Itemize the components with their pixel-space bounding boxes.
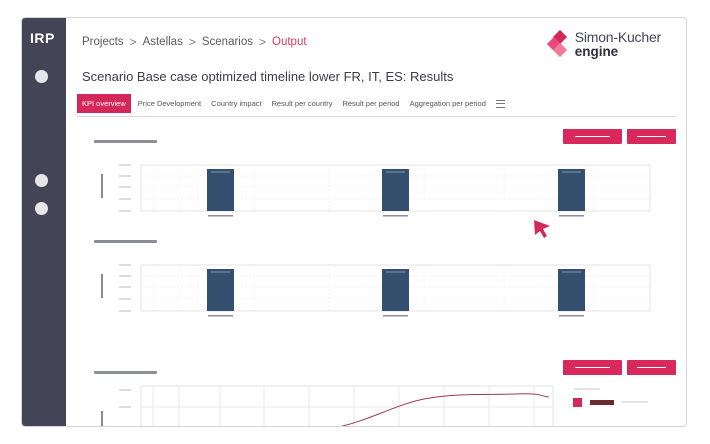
breadcrumb-output: Output [272,36,307,48]
sidebar-nav-dot-3[interactable] [35,202,48,215]
section-action-button-1[interactable] [563,360,622,375]
tab-result-per-country[interactable]: Result per country [271,99,333,108]
y-axis-placeholder [101,264,131,312]
mouse-pointer-icon [534,220,550,238]
bar-chart-middle [101,264,651,317]
chart-legend [573,388,648,407]
tab-result-per-period[interactable]: Result per period [342,99,400,108]
bar-1[interactable] [207,169,234,217]
sidebar-nav-dot-2[interactable] [35,174,48,187]
tab-bar: KPI overview Price Development Country i… [77,94,505,113]
bar-3[interactable] [558,169,585,217]
section-title-placeholder [94,140,157,143]
tab-country-impact[interactable]: Country impact [211,99,262,108]
breadcrumb-scenarios[interactable]: Scenarios [201,36,253,48]
hamburger-menu-icon[interactable] [495,99,505,108]
section-action-button-1[interactable] [563,129,622,144]
y-axis-placeholder [101,389,131,426]
breadcrumb-astellas[interactable]: Astellas [142,36,183,48]
chart-plot-area [140,385,554,426]
bar-2[interactable] [382,169,409,217]
breadcrumb-separator: > [129,35,137,49]
legend-swatch-2 [590,400,614,405]
brand-diamond-icon [546,30,571,58]
breadcrumb-separator: > [188,35,196,49]
y-axis-placeholder [101,164,131,212]
section-title-placeholder [94,240,157,243]
section-action-button-2[interactable] [627,360,676,375]
tab-price-development[interactable]: Price Development [137,99,202,108]
page-title: Scenario Base case optimized timeline lo… [82,69,454,84]
bar-chart-top [101,164,651,217]
line-chart-bottom [101,385,648,427]
tab-kpi-overview[interactable]: KPI overview [77,94,131,113]
app-window: IRP Projects > Astellas > Scenarios > Ou… [21,17,687,427]
sidebar-nav-dot-1[interactable] [35,70,48,83]
brand-subname: engine [574,44,619,59]
tab-divider [77,116,677,117]
line-series[interactable] [334,393,550,427]
section-action-button-2[interactable] [627,129,676,144]
sidebar: IRP [22,18,66,426]
section-title-placeholder [94,371,157,374]
app-logo: IRP [30,30,55,46]
bar-2[interactable] [382,269,409,317]
bar-3[interactable] [558,269,585,317]
breadcrumb-projects[interactable]: Projects [82,36,124,48]
brand-name: Simon-Kucher [574,29,662,45]
bar-1[interactable] [207,269,234,317]
legend-swatch-1 [573,398,582,407]
main-content: Projects > Astellas > Scenarios > Output… [66,18,686,426]
breadcrumb-separator: > [259,35,267,49]
breadcrumb: Projects > Astellas > Scenarios > Output [82,35,307,49]
tab-aggregation-per-period[interactable]: Aggregation per period [409,99,486,108]
brand-logo: Simon-Kucher engine [546,29,662,59]
